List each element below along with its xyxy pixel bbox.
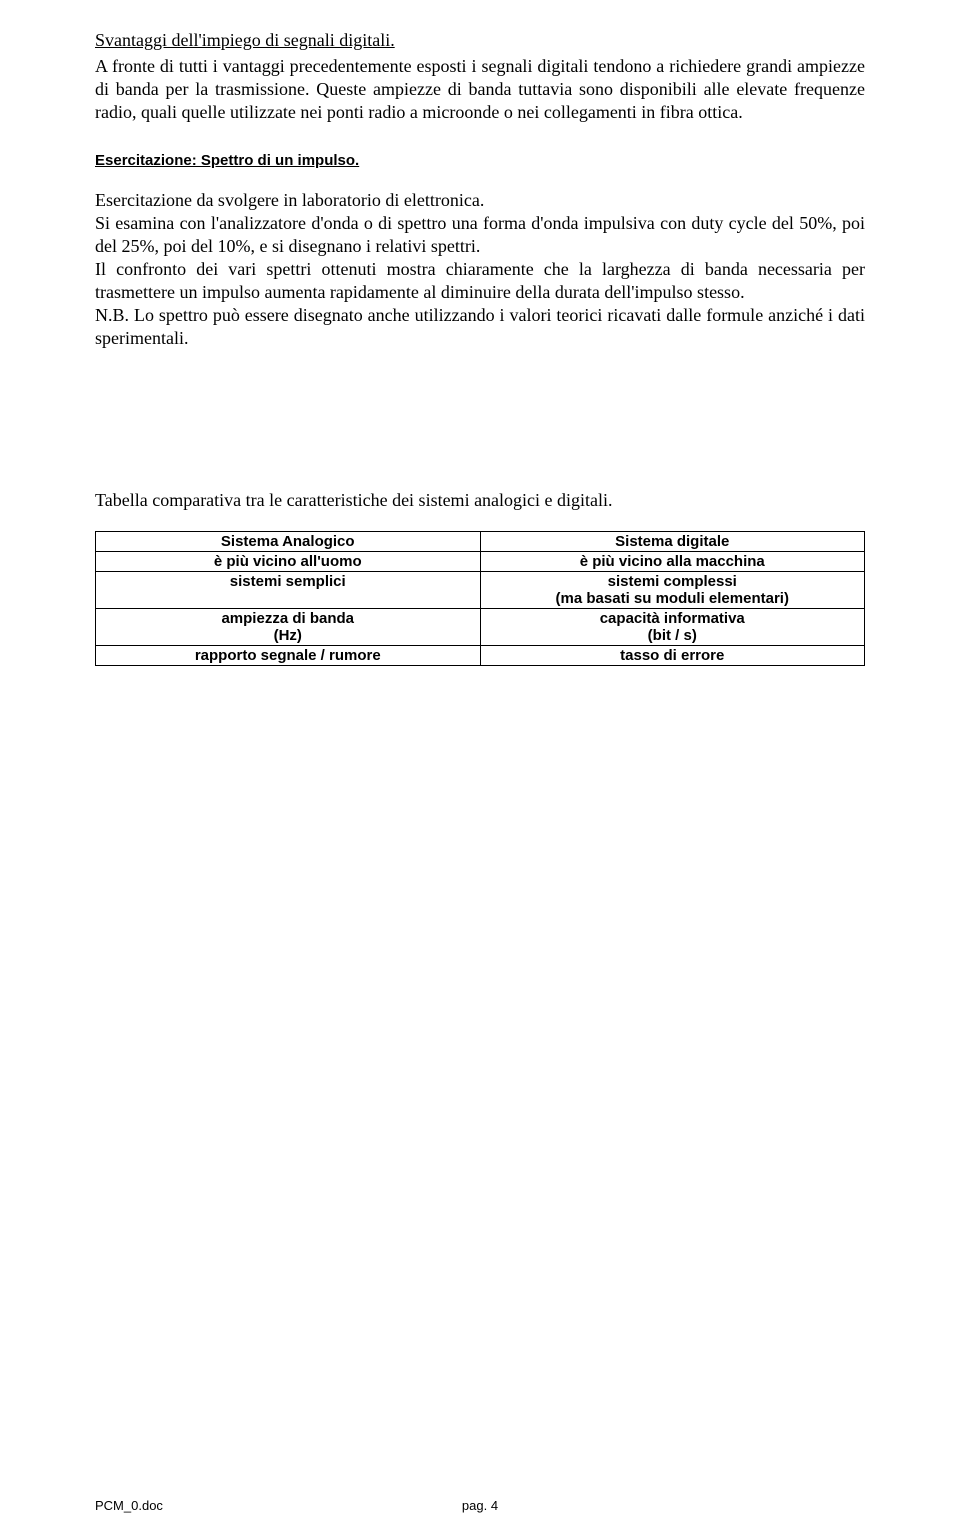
table-cell-right: sistemi complessi(ma basati su moduli el… (480, 572, 865, 609)
table-caption: Tabella comparativa tra le caratteristic… (95, 490, 865, 511)
table-cell-right: Sistema digitale (480, 532, 865, 552)
section-heading: Svantaggi dell'impiego di segnali digita… (95, 30, 865, 51)
page-footer: PCM_0.doc pag. 4 (95, 1498, 865, 1513)
paragraph-intro: A fronte di tutti i vantaggi precedentem… (95, 55, 865, 124)
table-cell-left: ampiezza di banda(Hz) (96, 609, 481, 646)
table-row: rapporto segnale / rumoretasso di errore (96, 646, 865, 666)
table-cell-left: è più vicino all'uomo (96, 552, 481, 572)
footer-page-number: pag. 4 (462, 1498, 498, 1513)
table-cell-right: capacità informativa(bit / s) (480, 609, 865, 646)
table-cell-right: è più vicino alla macchina (480, 552, 865, 572)
table-cell-left: Sistema Analogico (96, 532, 481, 552)
paragraph-exercise-3: Il confronto dei vari spettri ottenuti m… (95, 258, 865, 304)
footer-filename: PCM_0.doc (95, 1498, 163, 1513)
table-cell-left: rapporto segnale / rumore (96, 646, 481, 666)
table-row: sistemi semplicisistemi complessi(ma bas… (96, 572, 865, 609)
exercise-heading: Esercitazione: Spettro di un impulso. (95, 152, 865, 169)
table-row: ampiezza di banda(Hz)capacità informativ… (96, 609, 865, 646)
table-row: Sistema AnalogicoSistema digitale (96, 532, 865, 552)
comparison-table: Sistema AnalogicoSistema digitaleè più v… (95, 531, 865, 666)
table-row: è più vicino all'uomoè più vicino alla m… (96, 552, 865, 572)
table-cell-right: tasso di errore (480, 646, 865, 666)
table-cell-left: sistemi semplici (96, 572, 481, 609)
paragraph-exercise-2: Si esamina con l'analizzatore d'onda o d… (95, 212, 865, 258)
paragraph-exercise-1: Esercitazione da svolgere in laboratorio… (95, 189, 865, 212)
paragraph-exercise-4: N.B. Lo spettro può essere disegnato anc… (95, 304, 865, 350)
